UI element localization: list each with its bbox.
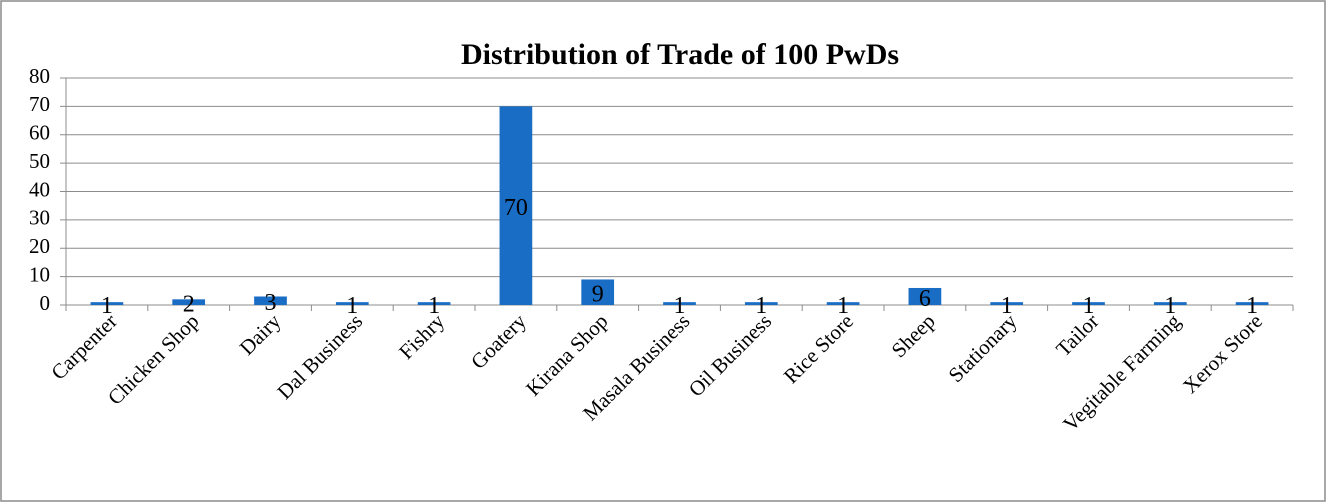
bar (744, 302, 778, 305)
bar (1235, 302, 1269, 305)
bar (663, 302, 696, 305)
data-label: 9 (592, 282, 604, 308)
bar (990, 302, 1024, 305)
data-label: 2 (183, 292, 195, 318)
y-tick-label: 0 (40, 291, 51, 315)
y-tick-label: 30 (29, 206, 50, 230)
bar (172, 299, 206, 305)
bar (499, 106, 533, 305)
y-tick-label: 50 (29, 149, 50, 173)
y-tick-label: 10 (29, 262, 50, 286)
data-label: 1 (1246, 293, 1258, 319)
y-tick-label: 60 (29, 121, 50, 145)
y-tick-label: 20 (29, 234, 50, 258)
bar (254, 296, 287, 305)
data-label: 1 (1164, 293, 1176, 319)
data-label: 1 (1001, 293, 1013, 319)
bar (908, 287, 942, 305)
data-label: 70 (504, 195, 528, 221)
bar (90, 302, 124, 305)
data-label: 6 (919, 286, 931, 312)
y-tick-label: 70 (29, 92, 50, 116)
data-label: 3 (265, 290, 277, 316)
bar (417, 302, 451, 305)
data-label: 1 (346, 293, 358, 319)
bar (581, 279, 615, 305)
data-label: 1 (674, 293, 686, 319)
chart-title: Distribution of Trade of 100 PwDs (461, 38, 899, 71)
data-label: 1 (1083, 293, 1095, 319)
data-label: 1 (755, 293, 767, 319)
bar (335, 302, 369, 305)
data-label: 1 (837, 293, 849, 319)
bar (1072, 302, 1105, 305)
y-tick-label: 80 (29, 64, 50, 88)
bar (1153, 302, 1187, 305)
bar (826, 302, 860, 305)
data-label: 1 (101, 293, 113, 319)
y-tick-label: 40 (29, 177, 50, 201)
data-label: 1 (428, 293, 440, 319)
